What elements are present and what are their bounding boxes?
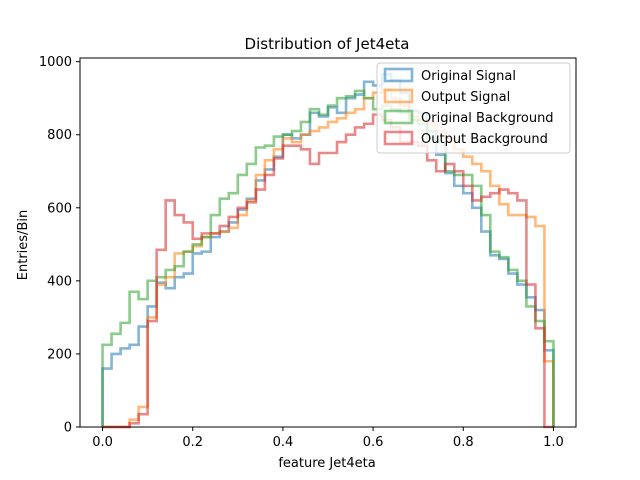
y-tick-label: 200 <box>47 347 72 362</box>
legend-swatch <box>383 130 414 146</box>
legend: Original Signal Output Signal Original Bac… <box>376 62 571 154</box>
legend-box <box>376 62 571 154</box>
y-tick-label: 1000 <box>39 55 72 70</box>
x-tick-label: 0.4 <box>273 435 294 450</box>
axes-group: 0.0 0.2 0.4 0.6 0.8 1.0 0 200 400 600 800 1000 <box>39 55 577 450</box>
y-axis-label: Entries/Bin <box>16 210 31 280</box>
legend-swatch <box>383 88 414 104</box>
x-tick-label: 1.0 <box>543 435 564 450</box>
x-tick-label: 0.8 <box>453 435 474 450</box>
series-group <box>101 73 555 429</box>
legend-label: Original Signal <box>421 69 516 84</box>
legend-swatch <box>383 67 414 83</box>
legend-label: Output Background <box>421 132 548 147</box>
legend-label: Output Signal <box>421 90 510 105</box>
x-axis-label: feature Jet4eta <box>278 456 375 471</box>
legend-label: Original Background <box>421 111 554 126</box>
chart-title: Distribution of Jet4eta <box>245 35 410 53</box>
y-tick-label: 600 <box>47 201 72 216</box>
x-tick-label: 0.6 <box>363 435 384 450</box>
series-line-output-background <box>102 113 554 429</box>
y-tick-label: 400 <box>47 274 72 289</box>
y-tick-label: 800 <box>47 128 72 143</box>
plot-frame <box>79 57 577 428</box>
x-tick-label: 0.0 <box>92 435 113 450</box>
y-tick-label: 0 <box>64 421 72 436</box>
legend-swatch <box>383 109 414 125</box>
x-tick-label: 0.2 <box>182 435 203 450</box>
